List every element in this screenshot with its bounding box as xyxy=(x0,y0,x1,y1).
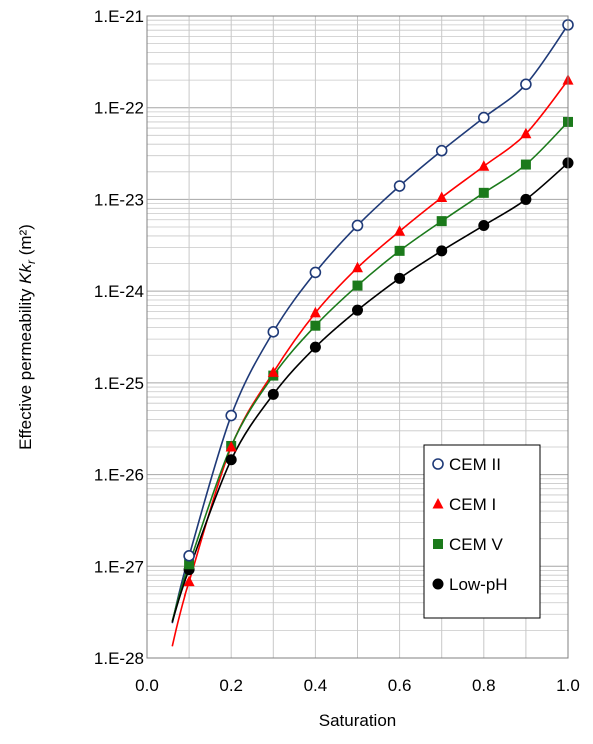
y-axis-title-suffix: (m²) xyxy=(16,224,35,260)
data-point-1 xyxy=(267,366,279,377)
data-point-0 xyxy=(351,219,364,232)
data-point-0 xyxy=(225,409,237,422)
legend-marker xyxy=(433,539,443,549)
data-point-2 xyxy=(310,320,321,331)
series-markers xyxy=(183,19,574,587)
data-point-0 xyxy=(393,180,406,192)
series-curves xyxy=(171,24,569,647)
data-point-2 xyxy=(184,559,195,570)
legend-label: CEM V xyxy=(449,535,504,554)
series-line-2 xyxy=(171,121,569,622)
y-axis-title-prefix: Effective permeability xyxy=(16,284,35,450)
y-tick-label: 1.E-24 xyxy=(94,282,144,301)
data-point-0 xyxy=(435,144,448,157)
series-line-1 xyxy=(171,79,569,647)
data-point-1 xyxy=(352,261,363,273)
data-point-1 xyxy=(309,306,321,318)
x-tick-label: 0.2 xyxy=(219,676,243,695)
y-tick-label: 1.E-23 xyxy=(94,190,144,209)
data-point-2 xyxy=(436,216,447,227)
data-point-3 xyxy=(267,388,279,400)
data-point-0 xyxy=(309,266,322,279)
data-point-0 xyxy=(477,111,490,124)
data-point-3 xyxy=(520,193,532,205)
legend-label: CEM II xyxy=(449,455,501,474)
x-tick-label: 0.6 xyxy=(388,676,412,695)
y-tick-label: 1.E-27 xyxy=(94,557,144,576)
legend-label: CEM I xyxy=(449,495,496,514)
x-tick-label: 1.0 xyxy=(556,676,580,695)
plot-frame xyxy=(146,15,569,659)
data-point-2 xyxy=(478,187,489,198)
data-point-3 xyxy=(309,341,321,353)
data-point-3 xyxy=(225,454,237,466)
x-axis-title: Saturation xyxy=(319,711,397,730)
data-point-0 xyxy=(267,326,280,338)
legend-marker xyxy=(432,498,444,509)
data-point-0 xyxy=(520,78,532,91)
data-point-1 xyxy=(183,575,195,587)
legend-marker xyxy=(432,578,444,590)
data-point-3 xyxy=(478,219,490,231)
x-tick-labels: 0.0 0.2 0.4 0.6 0.8 1.0 xyxy=(135,676,580,695)
y-tick-label: 1.E-22 xyxy=(94,99,144,118)
data-point-3 xyxy=(436,245,448,257)
data-point-0 xyxy=(183,550,195,562)
y-tick-label: 1.E-25 xyxy=(94,374,144,393)
y-axis-title-subscript: r xyxy=(24,259,38,264)
y-tick-label: 1.E-26 xyxy=(94,466,144,485)
y-tick-label: 1.E-21 xyxy=(94,7,144,26)
y-tick-label: 1.E-28 xyxy=(94,649,144,668)
x-tick-label: 0.8 xyxy=(472,676,496,695)
legend-box xyxy=(423,444,541,619)
legend: CEM II CEM I CEM V Low-pH xyxy=(423,444,541,619)
x-tick-label: 0.4 xyxy=(304,676,328,695)
series-line-3 xyxy=(171,162,569,623)
data-point-2 xyxy=(520,159,531,170)
y-axis-title: Effective permeability Kkr (m²) xyxy=(16,224,38,450)
data-point-1 xyxy=(520,127,532,139)
data-point-3 xyxy=(394,272,406,284)
series-line-0 xyxy=(171,24,569,624)
data-point-2 xyxy=(394,245,405,256)
data-point-1 xyxy=(225,440,237,452)
y-tick-labels: 1.E-28 1.E-27 1.E-26 1.E-25 1.E-24 1.E-23 1.E-… xyxy=(94,7,144,668)
data-point-1 xyxy=(436,191,448,202)
y-axis-title-italic: Kk xyxy=(16,263,35,284)
legend-marker xyxy=(432,458,444,470)
legend-label: Low-pH xyxy=(449,575,508,594)
x-tick-label: 0.0 xyxy=(135,676,159,695)
data-point-1 xyxy=(394,225,406,236)
data-point-2 xyxy=(352,280,363,291)
data-point-3 xyxy=(352,304,363,316)
data-point-1 xyxy=(478,160,490,171)
